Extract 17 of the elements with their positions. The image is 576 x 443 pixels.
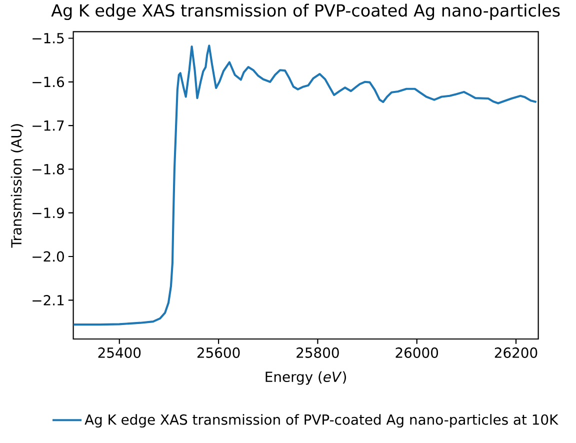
x-tick-label: 25800 bbox=[296, 347, 339, 358]
legend-label: Ag K edge XAS transmission of PVP-coated Ag nano-particles at 10K bbox=[84, 414, 558, 428]
y-axis-title: Transmission (AU) bbox=[10, 124, 24, 248]
y-tick-label: −1.9 bbox=[32, 208, 64, 218]
line-series bbox=[73, 44, 538, 326]
y-tick-label: −1.6 bbox=[32, 76, 64, 88]
y-tick-label: −1.7 bbox=[32, 120, 64, 131]
x-tick-label: 25400 bbox=[98, 347, 141, 358]
y-tick-label: −1.5 bbox=[32, 33, 64, 44]
x-tick-label: 25600 bbox=[197, 347, 240, 358]
y-tick-label: −2.0 bbox=[32, 251, 64, 262]
y-tick-label: −1.8 bbox=[32, 164, 64, 174]
x-tick-label: 26000 bbox=[396, 347, 438, 358]
x-tick-label: 26200 bbox=[494, 347, 538, 358]
y-tick-label: −2.1 bbox=[32, 294, 64, 306]
x-axis-title: Energy (eV) bbox=[266, 371, 346, 385]
chart-title: Ag K edge XAS transmission of PVP-coated Ag nano-particles bbox=[51, 4, 560, 20]
